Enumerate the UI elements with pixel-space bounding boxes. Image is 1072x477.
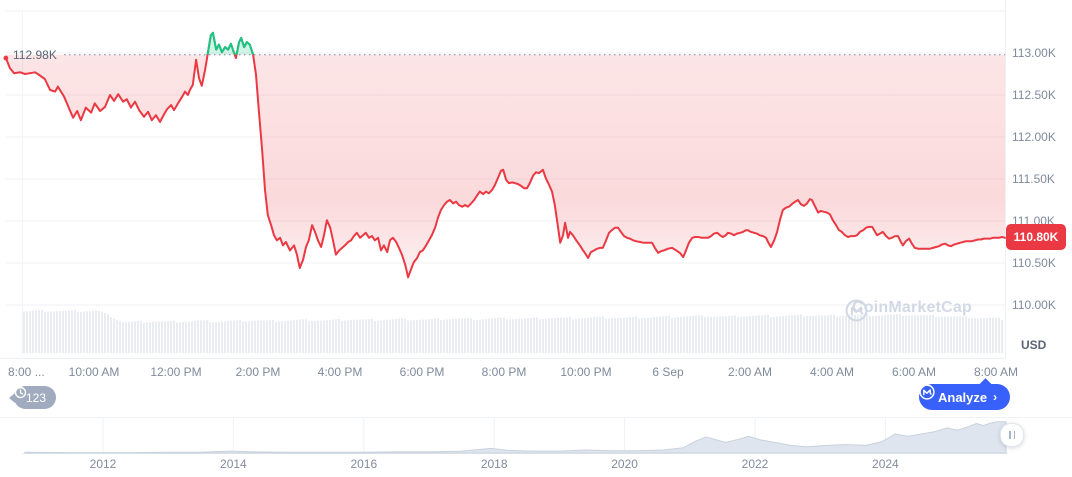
minimap-year-tick: 2020	[611, 457, 638, 471]
x-axis-tick: 10:00 AM	[68, 365, 120, 379]
minimap-year-tick: 2016	[350, 457, 378, 471]
x-axis-tick: 4:00 PM	[317, 365, 363, 379]
y-axis-tick: 110.00K	[1012, 298, 1056, 312]
history-count: 123	[26, 390, 47, 405]
x-axis-tick: 2:00 PM	[235, 365, 281, 379]
watermark: CoinMarketCap	[845, 299, 972, 322]
y-axis-tick: 111.50K	[1012, 172, 1055, 186]
minimap-year-tick: 2014	[220, 457, 247, 471]
analyze-label: Analyze	[938, 389, 988, 405]
y-axis-tick: 110.50K	[1012, 256, 1056, 270]
minimap-year-tick: 2012	[89, 457, 117, 471]
current-price-badge: 110.80K	[1006, 224, 1066, 250]
y-axis-tick: 113.00K	[1012, 46, 1056, 60]
history-count-badge[interactable]: 123	[8, 386, 57, 409]
analyze-button[interactable]: Analyze ›	[919, 378, 1011, 410]
x-axis-tick: 4:00 AM	[809, 365, 855, 379]
minimap-year-tick: 2018	[480, 457, 508, 471]
currency-unit-label: USD	[1021, 338, 1047, 352]
x-axis-tick: 6:00 PM	[399, 365, 445, 379]
y-axis-tick: 112.00K	[1012, 130, 1056, 144]
x-axis-tick: 6:00 AM	[891, 365, 937, 379]
x-axis-tick: 10:00 PM	[560, 365, 612, 379]
minimap-year-tick: 2022	[741, 457, 769, 471]
watermark-text: CoinMarketCap	[852, 299, 972, 316]
timeline-range-handle[interactable]	[1000, 423, 1024, 447]
x-axis-tick: 12:00 PM	[150, 365, 202, 379]
x-axis-tick: 6 Sep	[652, 365, 684, 379]
x-axis-tick: 8:00 ...	[8, 365, 45, 379]
x-axis-tick: 2:00 AM	[727, 365, 773, 379]
reference-price-label: 112.98K	[13, 48, 57, 62]
y-axis-tick: 112.50K	[1012, 88, 1056, 102]
x-axis-tick: 8:00 AM	[973, 365, 1019, 379]
minimap-year-tick: 2024	[872, 457, 899, 471]
x-axis-tick: 8:00 PM	[481, 365, 527, 379]
chevron-right-icon: ›	[993, 390, 998, 404]
